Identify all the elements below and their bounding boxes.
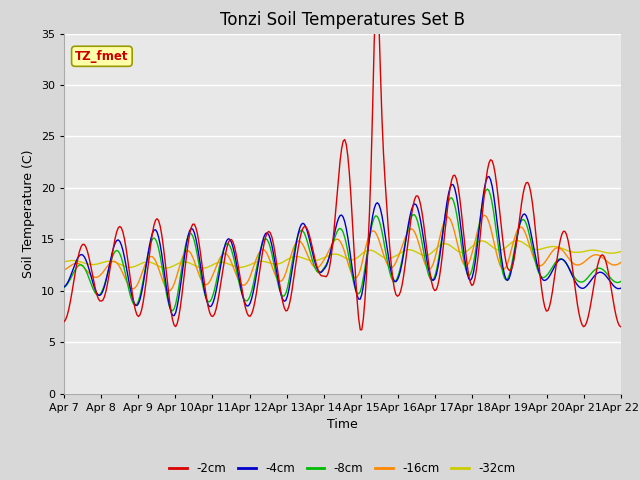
- Y-axis label: Soil Temperature (C): Soil Temperature (C): [22, 149, 35, 278]
- X-axis label: Time: Time: [327, 418, 358, 431]
- Text: TZ_fmet: TZ_fmet: [75, 50, 129, 63]
- Legend: -2cm, -4cm, -8cm, -16cm, -32cm: -2cm, -4cm, -8cm, -16cm, -32cm: [164, 457, 520, 480]
- Title: Tonzi Soil Temperatures Set B: Tonzi Soil Temperatures Set B: [220, 11, 465, 29]
